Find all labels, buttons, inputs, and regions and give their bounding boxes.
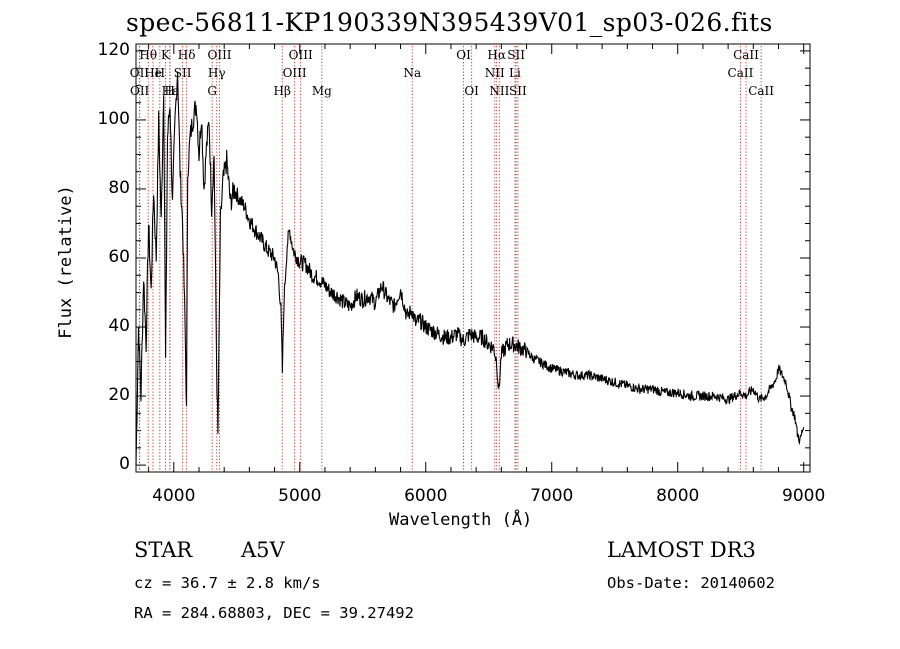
line-label-hγ: Hγ [207,66,226,80]
y-tick-label: 0 [119,454,130,475]
coordinates: RA = 284.68803, DEC = 39.27492 [134,604,414,622]
y-axis-label: Flux (relative) [56,185,76,339]
line-label-g: G [207,84,217,98]
x-axis-label: Wavelength (Å) [389,510,533,530]
line-label-oii: OII [129,84,150,98]
x-tick-label: 4000 [152,486,196,506]
x-tick-label: 5000 [278,486,322,506]
line-label-hθ: Hθ [139,48,158,62]
plot-frame [135,43,811,473]
redshift-cz: cz = 36.7 ± 2.8 km/s [134,574,321,592]
emission-line-markers [138,46,762,472]
line-label-hα: Hα [487,48,506,62]
line-label-hβ: Hβ [273,84,291,98]
object-class: STAR [134,538,193,562]
line-label-caii: CaII [748,84,775,98]
object-subclass: A5V [241,538,285,562]
line-label-mg: Mg [311,84,332,98]
line-label-h: H [154,66,166,80]
line-label-caii: CaII [733,48,759,62]
line-label-sii: SII [173,66,192,80]
x-tick-label: 8000 [656,486,700,506]
line-label-oiii: OIII [207,48,232,62]
line-label-oi: OI [456,48,471,62]
line-label-k: K [160,48,170,62]
line-label-sii: SII [507,48,525,62]
x-tick-label: 9000 [782,486,826,506]
y-tick-label: 60 [108,247,130,267]
line-label-oiii: OIII [288,48,313,62]
survey-name: LAMOST DR3 [607,538,756,562]
line-label-hε: Hε [161,84,179,98]
observation-date: Obs-Date: 20140602 [607,574,775,592]
spectrum-series [135,71,805,466]
line-label-nii: NII [489,84,510,98]
y-tick-label: 40 [108,316,130,337]
y-tick-label: 80 [108,177,130,198]
spectrum-line [135,71,805,466]
axis-ticks [136,44,810,472]
x-tick-label: 7000 [530,486,574,506]
line-label-he: He [144,66,162,80]
line-label-oii: OII [129,66,150,80]
y-tick-label: 120 [97,39,130,60]
line-label-hδ: Hδ [177,48,196,62]
y-tick-label: 20 [108,385,130,406]
line-label-li: Li [509,66,521,80]
line-label-h: H [164,84,175,98]
line-label-sii: SII [508,84,527,98]
y-tick-label: 100 [97,108,130,129]
line-label-oiii: OIII [282,66,307,80]
chart-title: spec-56811-KP190339N395439V01_sp03-026.f… [126,8,773,37]
line-label-caii: CaII [727,66,754,80]
x-tick-label: 6000 [404,486,448,506]
line-label-nii: NII [484,66,505,80]
line-label-oi: OI [464,84,479,98]
line-label-na: Na [403,66,422,80]
